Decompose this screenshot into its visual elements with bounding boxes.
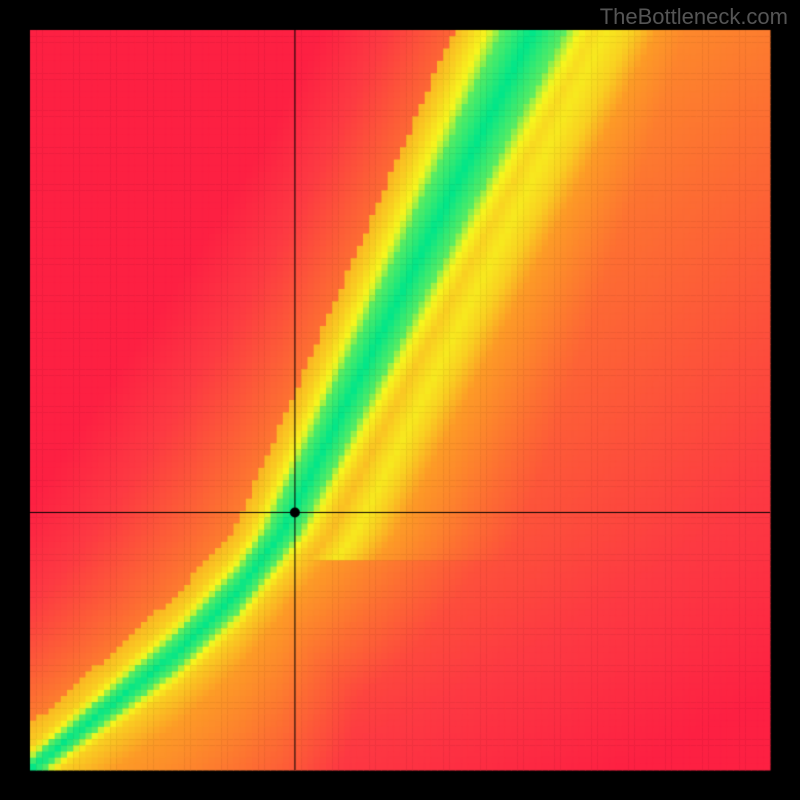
chart-container: TheBottleneck.com [0,0,800,800]
bottleneck-heatmap [0,0,800,800]
watermark-text: TheBottleneck.com [600,4,788,30]
